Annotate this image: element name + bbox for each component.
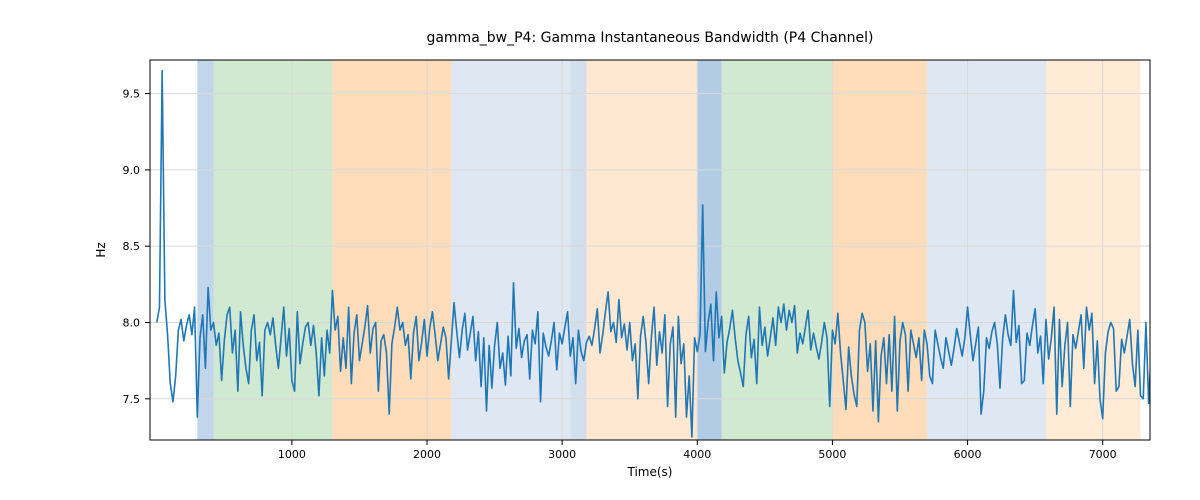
highlight-band	[214, 60, 333, 440]
y-tick-label: 9.5	[123, 88, 141, 101]
highlight-band	[586, 60, 697, 440]
highlight-band	[927, 60, 1046, 440]
y-tick-label: 7.5	[123, 393, 141, 406]
y-tick-label: 8.5	[123, 240, 141, 253]
chart-title: gamma_bw_P4: Gamma Instantaneous Bandwid…	[426, 30, 873, 46]
x-tick-label: 2000	[413, 448, 441, 461]
x-tick-label: 7000	[1089, 448, 1117, 461]
highlight-band	[570, 60, 586, 440]
y-axis-label: Hz	[94, 242, 108, 257]
x-axis-label: Time(s)	[627, 465, 673, 479]
highlight-band	[1046, 60, 1141, 440]
highlight-band	[197, 60, 213, 440]
highlight-band	[722, 60, 833, 440]
highlight-band	[697, 60, 721, 440]
x-tick-label: 6000	[954, 448, 982, 461]
y-tick-label: 9.0	[123, 164, 141, 177]
highlight-band	[332, 60, 451, 440]
x-tick-label: 1000	[278, 448, 306, 461]
x-tick-label: 3000	[548, 448, 576, 461]
bandwidth-chart: 1000 2000 3000 4000 5000 6000 7000 7.5 8.0 8.5 9.0…	[0, 0, 1200, 500]
highlight-band	[451, 60, 570, 440]
y-tick-label: 8.0	[123, 316, 141, 329]
x-tick-label: 4000	[683, 448, 711, 461]
x-tick-label: 5000	[818, 448, 846, 461]
